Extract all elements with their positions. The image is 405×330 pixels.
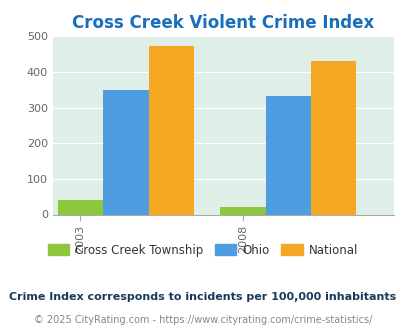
Text: Crime Index corresponds to incidents per 100,000 inhabitants: Crime Index corresponds to incidents per… [9, 292, 396, 302]
Bar [265, 96, 310, 214]
Bar [310, 60, 356, 214]
Bar [220, 207, 265, 215]
Title: Cross Creek Violent Crime Index: Cross Creek Violent Crime Index [72, 14, 373, 32]
Bar [148, 46, 194, 214]
Legend: Cross Creek Township, Ohio, National: Cross Creek Township, Ohio, National [43, 239, 362, 261]
Bar [103, 90, 148, 214]
Bar [58, 200, 103, 214]
Text: © 2025 CityRating.com - https://www.cityrating.com/crime-statistics/: © 2025 CityRating.com - https://www.city… [34, 315, 371, 325]
